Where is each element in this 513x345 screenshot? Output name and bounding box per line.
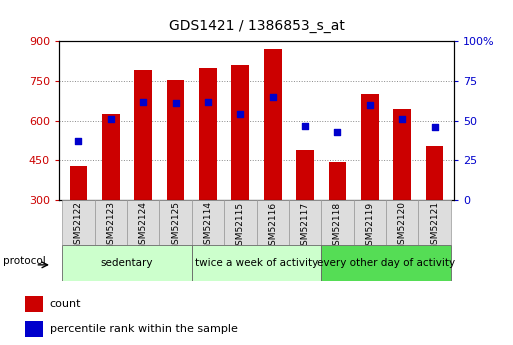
Text: GSM52114: GSM52114 bbox=[204, 201, 212, 250]
FancyBboxPatch shape bbox=[256, 200, 289, 245]
Text: GSM52119: GSM52119 bbox=[365, 201, 374, 250]
Bar bbox=[328, 162, 346, 200]
Point bbox=[171, 100, 180, 106]
FancyBboxPatch shape bbox=[353, 200, 386, 245]
FancyBboxPatch shape bbox=[62, 200, 94, 245]
Bar bbox=[231, 65, 249, 200]
Text: GSM52117: GSM52117 bbox=[301, 201, 309, 250]
Point bbox=[74, 139, 83, 144]
Point bbox=[204, 99, 212, 105]
Text: count: count bbox=[50, 298, 81, 308]
Point bbox=[236, 112, 244, 117]
Bar bbox=[25, 296, 43, 312]
FancyBboxPatch shape bbox=[160, 200, 192, 245]
FancyBboxPatch shape bbox=[321, 245, 451, 281]
Bar bbox=[296, 150, 314, 200]
Bar bbox=[102, 114, 120, 200]
Text: GSM52124: GSM52124 bbox=[139, 201, 148, 250]
Text: GSM52122: GSM52122 bbox=[74, 201, 83, 250]
Text: GSM52121: GSM52121 bbox=[430, 201, 439, 250]
Bar bbox=[25, 321, 43, 337]
FancyBboxPatch shape bbox=[289, 200, 321, 245]
Text: sedentary: sedentary bbox=[101, 258, 153, 268]
Point bbox=[398, 116, 406, 122]
Point bbox=[333, 129, 342, 135]
FancyBboxPatch shape bbox=[192, 200, 224, 245]
Bar bbox=[167, 80, 185, 200]
Text: twice a week of activity: twice a week of activity bbox=[195, 258, 318, 268]
FancyBboxPatch shape bbox=[94, 200, 127, 245]
FancyBboxPatch shape bbox=[419, 200, 451, 245]
Point bbox=[107, 116, 115, 122]
Text: percentile rank within the sample: percentile rank within the sample bbox=[50, 324, 238, 334]
Point bbox=[430, 124, 439, 130]
FancyBboxPatch shape bbox=[224, 200, 256, 245]
FancyBboxPatch shape bbox=[127, 200, 160, 245]
Text: GSM52125: GSM52125 bbox=[171, 201, 180, 250]
Bar bbox=[264, 49, 282, 200]
FancyBboxPatch shape bbox=[386, 200, 419, 245]
Bar bbox=[393, 109, 411, 200]
Point bbox=[269, 94, 277, 100]
Point bbox=[366, 102, 374, 108]
Text: GSM52116: GSM52116 bbox=[268, 201, 277, 250]
Bar bbox=[426, 146, 443, 200]
Text: GSM52123: GSM52123 bbox=[106, 201, 115, 250]
FancyBboxPatch shape bbox=[62, 245, 192, 281]
Text: GSM52120: GSM52120 bbox=[398, 201, 407, 250]
FancyBboxPatch shape bbox=[192, 245, 321, 281]
Bar bbox=[134, 70, 152, 200]
Point bbox=[139, 99, 147, 105]
Point bbox=[301, 123, 309, 128]
Text: GDS1421 / 1386853_s_at: GDS1421 / 1386853_s_at bbox=[169, 19, 344, 33]
Text: GSM52115: GSM52115 bbox=[236, 201, 245, 250]
Text: protocol: protocol bbox=[3, 256, 46, 266]
FancyBboxPatch shape bbox=[321, 200, 353, 245]
Text: every other day of activity: every other day of activity bbox=[317, 258, 455, 268]
Bar bbox=[199, 68, 217, 200]
Text: GSM52118: GSM52118 bbox=[333, 201, 342, 250]
Bar bbox=[70, 166, 87, 200]
Bar bbox=[361, 94, 379, 200]
